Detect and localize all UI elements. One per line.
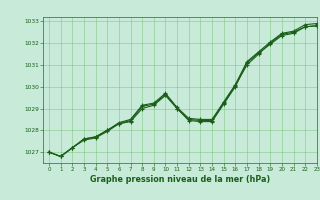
X-axis label: Graphe pression niveau de la mer (hPa): Graphe pression niveau de la mer (hPa) [90,175,270,184]
